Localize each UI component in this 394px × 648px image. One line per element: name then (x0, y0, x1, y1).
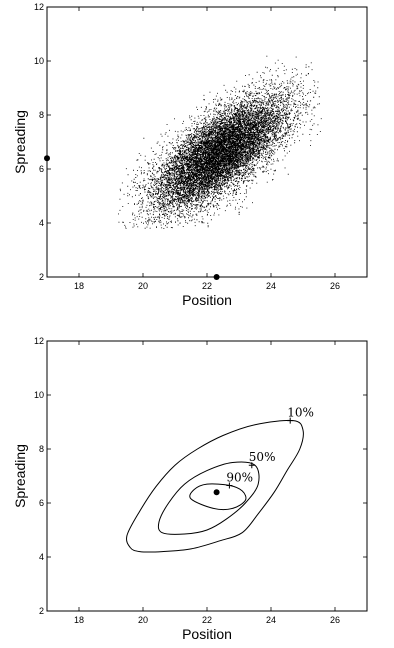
marginal-marker (44, 155, 50, 162)
plot-frame (46, 340, 368, 612)
contour-panel: 18 20 22 24 2624681012PositionSpreading10%50… (12, 336, 368, 642)
marginal-marker (213, 274, 220, 280)
y-tick-label: 10 (34, 56, 44, 66)
y-tick-label: 12 (34, 2, 44, 12)
contour-label-cross (226, 482, 233, 489)
y-tick-label: 4 (39, 218, 44, 228)
contour-50pct (157, 461, 260, 535)
y-tick-label: 8 (39, 110, 44, 120)
y-tick-label: 12 (34, 336, 44, 346)
contour-10pct (126, 419, 304, 553)
y-tick-label: 10 (34, 390, 44, 400)
contour-label: 10% (287, 406, 314, 420)
contour-90pct (189, 483, 247, 511)
x-axis-label: Position (182, 626, 232, 642)
x-tick-label: 22 (202, 615, 212, 625)
y-tick-label: 6 (39, 164, 44, 174)
y-tick-label: 2 (39, 606, 44, 616)
y-tick-label: 8 (39, 444, 44, 454)
x-tick-label: 26 (330, 281, 340, 291)
x-tick-label: 18 (74, 615, 84, 625)
x-tick-label: 20 (138, 281, 148, 291)
x-tick-label: 22 (202, 281, 212, 291)
contour-label-cross (287, 417, 294, 424)
y-tick-label: 2 (39, 272, 44, 282)
x-tick-label: 20 (138, 615, 148, 625)
y-axis-label: Spreading (12, 444, 28, 508)
contour-label: 50% (249, 450, 276, 464)
x-tick-label: 24 (266, 615, 276, 625)
y-axis-label: Spreading (12, 110, 28, 174)
y-tick-label: 4 (39, 552, 44, 562)
mode-marker (213, 489, 220, 496)
contour-label-cross (248, 462, 255, 469)
x-tick-label: 24 (266, 281, 276, 291)
y-tick-label: 6 (39, 498, 44, 508)
scatter-points (118, 55, 322, 230)
x-tick-label: 18 (74, 281, 84, 291)
x-axis-label: Position (182, 292, 232, 308)
contour-label: 90% (226, 470, 253, 484)
x-tick-label: 26 (330, 615, 340, 625)
